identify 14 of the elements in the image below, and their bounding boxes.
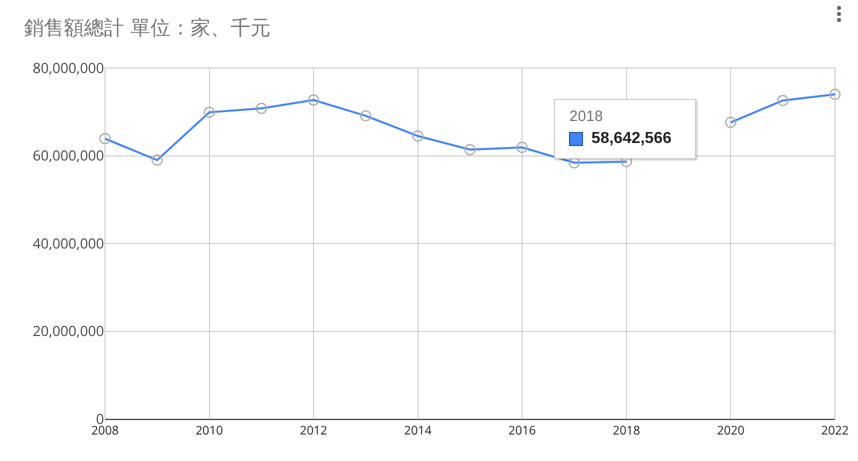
- data-label: 58,642,566: [591, 130, 672, 148]
- y-tick-label: 80,000,000: [32, 58, 104, 78]
- x-tick-label: 2022: [821, 421, 849, 438]
- y-tick-label: 40,000,000: [32, 234, 104, 254]
- x-tick-label: 2018: [612, 421, 640, 438]
- x-tick-label: 2010: [196, 421, 224, 438]
- x-tick-label: 2016: [508, 421, 536, 438]
- y-tick-label: 20,000,000: [32, 322, 104, 342]
- x-tick-label: 2014: [404, 421, 432, 438]
- x-tick-label: 2012: [300, 421, 328, 438]
- x-tick-label: 2020: [716, 421, 745, 438]
- y-tick-label: 60,000,000: [32, 146, 104, 166]
- chart-title: 銷售額總計 單位：家、千元: [24, 16, 270, 40]
- annotation: 2018: [569, 108, 604, 126]
